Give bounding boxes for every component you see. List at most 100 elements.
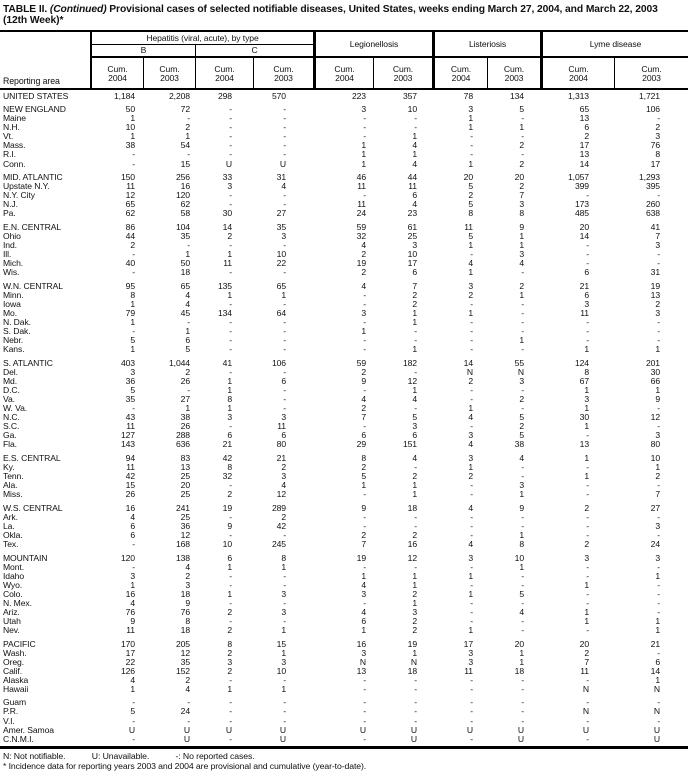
- value-cell: -: [363, 113, 366, 124]
- value-cell: -: [229, 199, 232, 210]
- footnotes: N: Not notifiable. U: Unavailable. -: No…: [0, 749, 688, 772]
- table-row: Colo. 16 18 1 3 3 2 1 5 - -: [0, 588, 688, 599]
- value-cell: 13: [579, 149, 589, 160]
- value-cell: 11: [126, 624, 135, 635]
- value-cell: U: [279, 724, 286, 735]
- value-cell: 3: [361, 308, 366, 318]
- area-cell: La.: [3, 520, 15, 531]
- table-section: E.S. CENTRAL 94 83 42 21 8 4 3 4 1 10 Ky. 11 13 8 2 2-1-…: [0, 453, 688, 499]
- value-cell: -: [657, 249, 660, 260]
- col-header-leg-cum-2003: Cum. 2003: [373, 57, 432, 88]
- area-cell: E.N. CENTRAL: [3, 221, 62, 232]
- value-cell: U: [517, 724, 524, 735]
- area-cell: N. Mex.: [3, 597, 32, 608]
- value-cell: 9: [361, 375, 366, 386]
- value-cell: 36: [180, 520, 190, 531]
- value-cell: 17: [407, 258, 417, 269]
- value-cell: -: [363, 561, 366, 572]
- area-cell: Maine: [3, 113, 26, 124]
- value-cell: -: [657, 421, 660, 432]
- value-cell: 67: [579, 375, 589, 386]
- value-cell: 32: [222, 470, 232, 481]
- value-cell: 1: [185, 326, 190, 337]
- value-cell: 1: [519, 231, 524, 242]
- header-divider: [540, 31, 543, 88]
- value-cell: 36: [125, 375, 135, 386]
- value-cell: 3: [655, 552, 660, 563]
- lyme-disease-header: Lyme disease: [543, 32, 688, 58]
- value-cell: 2: [185, 570, 190, 581]
- value-cell: 3: [584, 552, 589, 563]
- value-cell: -: [470, 335, 473, 346]
- table-row: Upstate N.Y. 11 16 3 4 11 11 5 2 399 395: [0, 182, 688, 191]
- value-cell: 16: [125, 502, 135, 513]
- value-cell: 8: [519, 208, 524, 219]
- area-cell: Wis.: [3, 267, 20, 278]
- value-cell: 4: [185, 298, 190, 309]
- value-cell: -: [414, 366, 417, 377]
- value-cell: 10: [514, 552, 524, 563]
- value-cell: -: [470, 683, 473, 694]
- value-cell: -: [470, 249, 473, 260]
- value-cell: 42: [125, 470, 135, 481]
- value-cell: 1: [130, 579, 135, 590]
- value-cell: 9: [227, 520, 232, 531]
- value-cell: -: [521, 298, 524, 309]
- value-cell: 6: [130, 520, 135, 531]
- area-cell: Amer. Samoa: [3, 724, 54, 735]
- value-cell: -: [132, 697, 135, 708]
- area-cell: Ariz.: [3, 606, 20, 617]
- value-cell: -: [657, 579, 660, 590]
- value-cell: -: [229, 615, 232, 626]
- table-row: Minn. 8 4 1 1 - 2 2 1 6 13: [0, 290, 688, 300]
- value-cell: 14: [579, 158, 589, 169]
- value-cell: -: [470, 140, 473, 151]
- value-cell: 3: [519, 375, 524, 386]
- value-cell: 135: [217, 280, 232, 291]
- value-cell: 41: [222, 357, 232, 368]
- area-cell: W.S. CENTRAL: [3, 502, 63, 513]
- value-cell: -: [363, 131, 366, 142]
- value-cell: N: [359, 656, 366, 667]
- value-cell: 2: [584, 647, 589, 658]
- value-cell: 23: [407, 208, 417, 219]
- value-cell: -: [521, 715, 524, 726]
- value-cell: 12: [407, 375, 417, 386]
- value-cell: 104: [175, 221, 190, 232]
- value-cell: 13: [356, 665, 366, 676]
- value-cell: -: [470, 561, 473, 572]
- table-row: E.N. CENTRAL 86 104 14 35 59 61 11 9 20 41: [0, 221, 688, 232]
- value-cell: 4: [412, 199, 417, 210]
- value-cell: 1: [412, 131, 417, 142]
- value-cell: 9: [130, 615, 135, 626]
- value-cell: 3: [281, 656, 286, 667]
- area-cell: MID. ATLANTIC: [3, 172, 63, 183]
- value-cell: -: [283, 199, 286, 210]
- value-cell: 32: [356, 231, 366, 242]
- value-cell: 29: [356, 439, 366, 450]
- area-cell: Wyo.: [3, 579, 23, 590]
- value-cell: -: [363, 733, 366, 744]
- value-cell: -: [521, 131, 524, 142]
- table-row: Pa. 62 58 30 27 24 23 8 8 485 638: [0, 209, 688, 218]
- col-header-lyme-cum-2003: Cum. 2003: [614, 57, 688, 88]
- value-cell: 20: [579, 638, 589, 649]
- value-cell: 15: [276, 638, 286, 649]
- value-cell: -: [363, 520, 366, 531]
- value-cell: 1: [655, 674, 660, 685]
- value-cell: 24: [180, 706, 190, 717]
- hepatitis-b-header: B: [90, 44, 195, 58]
- value-cell: 2: [227, 231, 232, 242]
- value-cell: -: [229, 529, 232, 540]
- value-cell: 16: [125, 588, 135, 599]
- title-main: Provisional cases of selected notifiable…: [106, 4, 658, 15]
- value-cell: 2: [468, 375, 473, 386]
- value-cell: N: [517, 366, 524, 377]
- value-cell: -: [229, 149, 232, 160]
- value-cell: -: [521, 326, 524, 337]
- value-cell: 20: [180, 480, 190, 491]
- value-cell: 2: [655, 470, 660, 481]
- value-cell: -: [283, 344, 286, 355]
- area-cell: Ala.: [3, 480, 18, 491]
- hepatitis-group-header: Hepatitis (viral, acute), by type: [90, 31, 313, 45]
